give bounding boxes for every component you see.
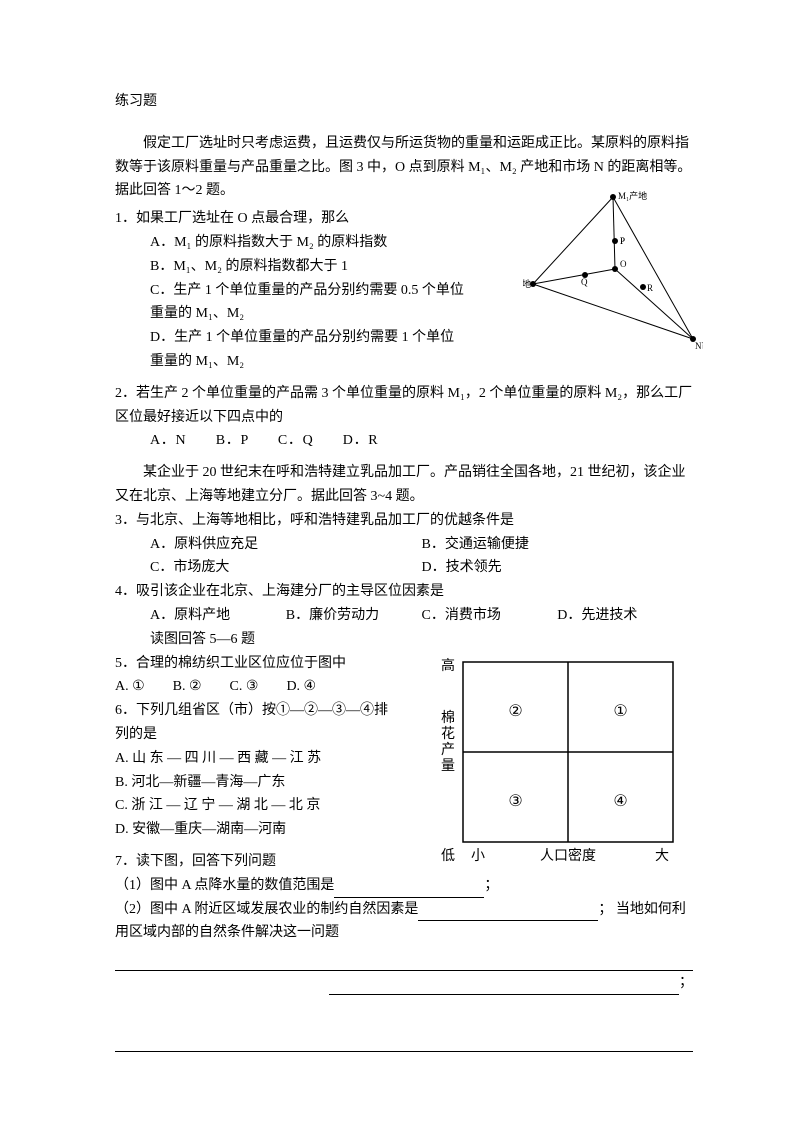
q7-p2-text-a: （2）图中 A 附近区域发展农业的制约自然因素是 <box>115 902 418 917</box>
q7-p1-end: ； <box>484 878 498 893</box>
q4-option-a: A．原料产地 <box>150 604 286 628</box>
q5-stem: 5．合理的棉纺织工业区位应位于图中 <box>115 652 395 676</box>
q1-option-b: B．M₁、M₂ 的原料指数都大于 1 <box>115 255 465 279</box>
svg-text:小: 小 <box>471 848 485 864</box>
q4-option-d: D．先进技术 <box>557 604 693 628</box>
svg-text:人口密度: 人口密度 <box>540 847 596 864</box>
svg-text:②: ② <box>508 703 522 720</box>
q6-option-d: D. 安徽—重庆—湖南—河南 <box>115 818 395 842</box>
q7-p1-text: （1）图中 A 点降水量的数值范围是 <box>115 878 334 893</box>
q4-stem: 4．吸引该企业在北京、上海建分厂的主导区位因素是 <box>115 580 693 604</box>
svg-text:N市场: N市场 <box>695 340 703 349</box>
svg-text:R: R <box>647 283 653 293</box>
svg-text:①: ① <box>613 703 627 720</box>
q2-stem: 2．若生产 2 个单位重量的产品需 3 个单位重量的原料 M₁，2 个单位重量的… <box>115 382 693 430</box>
q3-option-c: C．市场庞大 <box>150 556 422 580</box>
svg-text:Q: Q <box>581 277 588 287</box>
page-title: 练习题 <box>115 90 693 114</box>
q2-options: A．N B．P C．Q D．R <box>115 429 693 453</box>
blank-line <box>418 905 598 922</box>
svg-text:M₁产地: M₁产地 <box>618 190 647 201</box>
q4-read: 读图回答 5—6 题 <box>115 628 693 652</box>
q1-stem: 1．如果工厂选址在 O 点最合理，那么 <box>115 207 465 231</box>
q4-option-b: B．廉价劳动力 <box>286 604 422 628</box>
q4-option-c: C．消费市场 <box>422 604 558 628</box>
svg-text:高: 高 <box>441 657 455 674</box>
svg-text:大: 大 <box>655 848 669 864</box>
q3-option-b: B．交通运输便捷 <box>422 533 694 557</box>
q3-option-a: A．原料供应充足 <box>150 533 422 557</box>
q3-stem: 3．与北京、上海等地相比，呼和浩特建乳品加工厂的优越条件是 <box>115 509 693 533</box>
svg-text:花: 花 <box>441 726 455 742</box>
blank-line <box>115 949 693 971</box>
svg-text:④: ④ <box>613 793 627 810</box>
q7-part1: （1）图中 A 点降水量的数值范围是 ； <box>115 874 693 898</box>
q6-option-c: C. 浙 江 — 辽 宁 — 湖 北 — 北 京 <box>115 794 395 818</box>
q1-option-a: A．M₁ 的原料指数大于 M₂ 的原料指数 <box>115 231 465 255</box>
svg-text:低: 低 <box>441 848 455 864</box>
footer-divider <box>115 1051 693 1052</box>
blank-line <box>329 978 679 995</box>
svg-text:M₂产地: M₂产地 <box>523 278 531 289</box>
q6-stem: 6．下列几组省区（市）按①—②—③—④排列的是 <box>115 699 395 747</box>
svg-text:P: P <box>620 236 625 246</box>
svg-text:棉: 棉 <box>441 709 455 726</box>
intro2-paragraph: 某企业于 20 世纪末在呼和浩特建立乳品加工厂。产品销往全国各地，21 世纪初，… <box>115 461 693 509</box>
triangle-diagram: M₁产地M₂产地N市场PPQRO <box>523 189 703 349</box>
grid-diagram: ② ① ③ ④ 高棉花产量低小 人口密度 大 <box>403 652 693 877</box>
q1-option-d: D．生产 1 个单位重量的产品分别约需要 1 个单位重量的 M₁、M₂ <box>115 326 465 374</box>
q5-options: A. ① B. ② C. ③ D. ④ <box>115 675 395 699</box>
svg-text:量: 量 <box>441 758 455 774</box>
q7-part2: （2）图中 A 附近区域发展农业的制约自然因素是； 当地如何利用区域内部的自然条… <box>115 898 693 996</box>
q3-option-d: D．技术领先 <box>422 556 694 580</box>
q1-option-c: C．生产 1 个单位重量的产品分别约需要 0.5 个单位重量的 M₁、M₂ <box>115 279 465 327</box>
svg-text:③: ③ <box>508 793 522 810</box>
svg-text:产: 产 <box>441 742 455 758</box>
q7-p2-end: ； <box>679 975 693 990</box>
svg-text:O: O <box>620 259 627 269</box>
q6-option-b: B. 河北—新疆—青海—广东 <box>115 771 395 795</box>
blank-line <box>334 881 484 898</box>
q6-option-a: A. 山 东 — 四 川 — 西 藏 — 江 苏 <box>115 747 395 771</box>
